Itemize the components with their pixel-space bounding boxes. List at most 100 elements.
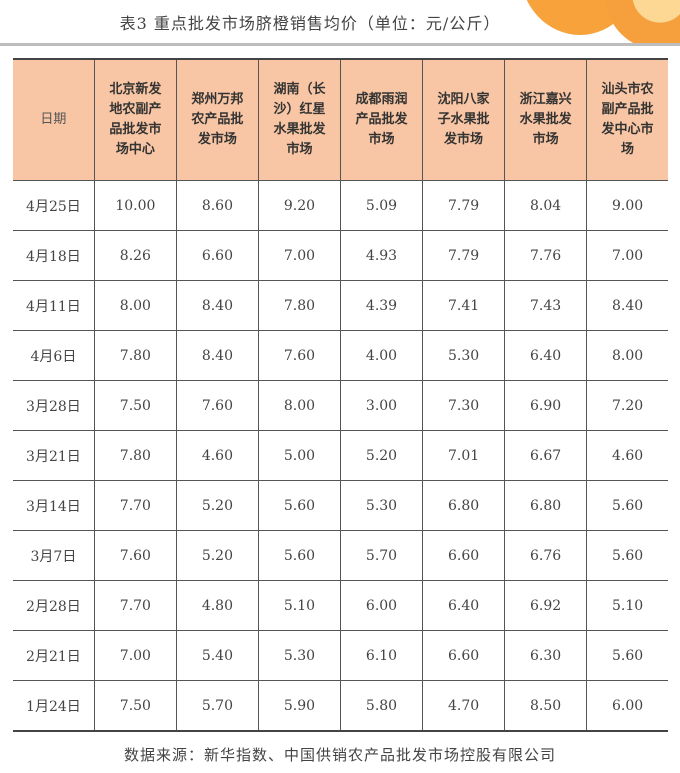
table-title: 表3 重点批发市场脐橙销售均价（单位：元/公斤） bbox=[119, 14, 501, 33]
table-row: 4月11日 8.00 8.40 7.80 4.39 7.41 7.43 8.40 bbox=[13, 280, 668, 331]
price-cell: 5.60 bbox=[257, 480, 341, 531]
header-market: 郑州万邦农产品批发市场 bbox=[175, 58, 259, 181]
price-cell: 4.80 bbox=[175, 580, 259, 631]
price-cell: 7.00 bbox=[586, 230, 668, 281]
price-cell: 5.00 bbox=[257, 430, 341, 481]
price-cell: 4.70 bbox=[422, 680, 506, 732]
price-cell: 5.20 bbox=[339, 430, 424, 481]
price-cell: 8.04 bbox=[504, 180, 588, 231]
price-cell: 8.60 bbox=[175, 180, 259, 231]
price-cell: 6.60 bbox=[422, 630, 506, 681]
price-cell: 7.70 bbox=[93, 580, 177, 631]
price-cell: 5.70 bbox=[175, 680, 259, 732]
price-cell: 7.01 bbox=[422, 430, 506, 481]
price-cell: 6.92 bbox=[504, 580, 588, 631]
price-cell: 7.50 bbox=[93, 680, 177, 732]
price-cell: 8.40 bbox=[175, 330, 259, 381]
table-row: 4月6日 7.80 8.40 7.60 4.00 5.30 6.40 8.00 bbox=[13, 330, 668, 381]
price-cell: 7.80 bbox=[93, 330, 177, 381]
header-label: 郑州万邦农产品批发市场 bbox=[191, 92, 244, 147]
header-row: 日期 北京新发地农副产品批发市场中心 郑州万邦农产品批发市场 湖南（长沙）红星水果批发… bbox=[13, 58, 668, 181]
price-cell: 5.70 bbox=[339, 530, 424, 581]
date-cell: 4月11日 bbox=[13, 280, 95, 331]
header-market: 浙江嘉兴水果批发市场 bbox=[504, 58, 588, 181]
table-row: 3月14日 7.70 5.20 5.60 5.30 6.80 6.80 5.60 bbox=[13, 480, 668, 531]
price-cell: 7.70 bbox=[93, 480, 177, 531]
price-cell: 6.80 bbox=[504, 480, 588, 531]
price-cell: 7.60 bbox=[93, 530, 177, 581]
date-cell: 3月14日 bbox=[13, 480, 95, 531]
price-cell: 7.41 bbox=[422, 280, 506, 331]
date-cell: 4月18日 bbox=[13, 230, 95, 281]
price-cell: 8.40 bbox=[586, 280, 668, 331]
price-cell: 6.60 bbox=[422, 530, 506, 581]
table-row: 3月7日 7.60 5.20 5.60 5.70 6.60 6.76 5.60 bbox=[13, 530, 668, 581]
price-cell: 7.00 bbox=[93, 630, 177, 681]
date-cell: 3月21日 bbox=[13, 430, 95, 481]
price-cell: 5.60 bbox=[586, 530, 668, 581]
price-cell: 7.80 bbox=[257, 280, 341, 331]
header-market: 湖南（长沙）红星水果批发市场 bbox=[257, 58, 341, 181]
price-cell: 7.50 bbox=[93, 380, 177, 431]
price-cell: 7.00 bbox=[257, 230, 341, 281]
price-cell: 8.50 bbox=[504, 680, 588, 732]
price-cell: 6.80 bbox=[422, 480, 506, 531]
price-cell: 7.20 bbox=[586, 380, 668, 431]
price-cell: 6.10 bbox=[339, 630, 424, 681]
date-cell: 3月7日 bbox=[13, 530, 95, 581]
price-cell: 7.76 bbox=[504, 230, 588, 281]
price-cell: 7.79 bbox=[422, 180, 506, 231]
table-row: 1月24日 7.50 5.70 5.90 5.80 4.70 8.50 6.00 bbox=[13, 680, 668, 732]
price-cell: 8.40 bbox=[175, 280, 259, 331]
price-cell: 5.40 bbox=[175, 630, 259, 681]
header-label: 汕头市农副产品批发中心市场 bbox=[601, 82, 654, 157]
price-cell: 9.20 bbox=[257, 180, 341, 231]
price-cell: 7.60 bbox=[257, 330, 341, 381]
price-cell: 7.43 bbox=[504, 280, 588, 331]
title-divider bbox=[0, 43, 680, 46]
header-label: 日期 bbox=[40, 112, 67, 127]
price-cell: 9.00 bbox=[586, 180, 668, 231]
price-cell: 6.76 bbox=[504, 530, 588, 581]
price-cell: 5.60 bbox=[257, 530, 341, 581]
price-cell: 4.60 bbox=[586, 430, 668, 481]
price-cell: 5.90 bbox=[257, 680, 341, 732]
price-cell: 4.60 bbox=[175, 430, 259, 481]
price-cell: 5.30 bbox=[339, 480, 424, 531]
price-cell: 3.00 bbox=[339, 380, 424, 431]
price-cell: 5.30 bbox=[422, 330, 506, 381]
date-cell: 4月6日 bbox=[13, 330, 95, 381]
price-cell: 8.00 bbox=[586, 330, 668, 381]
price-cell: 5.10 bbox=[586, 580, 668, 631]
date-cell: 4月25日 bbox=[13, 180, 95, 231]
price-table: 日期 北京新发地农副产品批发市场中心 郑州万邦农产品批发市场 湖南（长沙）红星水果批发… bbox=[13, 58, 668, 732]
price-cell: 4.93 bbox=[339, 230, 424, 281]
price-cell: 7.60 bbox=[175, 380, 259, 431]
header-market: 北京新发地农副产品批发市场中心 bbox=[93, 58, 177, 181]
header-market: 汕头市农副产品批发中心市场 bbox=[586, 58, 668, 181]
orange-slice-decoration bbox=[505, 0, 680, 45]
price-cell: 5.09 bbox=[339, 180, 424, 231]
header-label: 北京新发地农副产品批发市场中心 bbox=[109, 82, 162, 157]
date-cell: 1月24日 bbox=[13, 680, 95, 732]
header-market: 沈阳八家子水果批发市场 bbox=[422, 58, 506, 181]
price-cell: 7.30 bbox=[422, 380, 506, 431]
price-cell: 6.40 bbox=[504, 330, 588, 381]
price-cell: 8.00 bbox=[257, 380, 341, 431]
price-cell: 4.00 bbox=[339, 330, 424, 381]
price-cell: 6.00 bbox=[586, 680, 668, 732]
price-cell: 6.30 bbox=[504, 630, 588, 681]
header-label: 浙江嘉兴水果批发市场 bbox=[519, 92, 572, 147]
price-cell: 5.10 bbox=[257, 580, 341, 631]
table-row: 4月25日 10.00 8.60 9.20 5.09 7.79 8.04 9.00 bbox=[13, 180, 668, 231]
price-cell: 6.60 bbox=[175, 230, 259, 281]
price-cell: 5.80 bbox=[339, 680, 424, 732]
price-cell: 8.00 bbox=[93, 280, 177, 331]
price-cell: 6.67 bbox=[504, 430, 588, 481]
price-cell: 5.30 bbox=[257, 630, 341, 681]
price-cell: 6.40 bbox=[422, 580, 506, 631]
table-row: 3月21日 7.80 4.60 5.00 5.20 7.01 6.67 4.60 bbox=[13, 430, 668, 481]
price-cell: 7.79 bbox=[422, 230, 506, 281]
price-cell: 8.26 bbox=[93, 230, 177, 281]
date-cell: 3月28日 bbox=[13, 380, 95, 431]
